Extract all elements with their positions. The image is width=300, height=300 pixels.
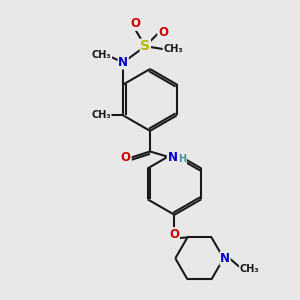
Text: H: H [178,154,187,164]
Text: O: O [130,17,140,30]
Text: CH₃: CH₃ [239,264,259,274]
Text: CH₃: CH₃ [163,44,183,54]
Text: CH₃: CH₃ [91,110,111,120]
Text: N: N [167,151,177,164]
Text: CH₃: CH₃ [92,50,112,60]
Text: S: S [140,39,150,53]
Text: O: O [169,228,179,241]
Text: N: N [118,56,128,69]
Text: O: O [158,26,168,39]
Text: O: O [120,151,130,164]
Text: N: N [220,252,230,265]
